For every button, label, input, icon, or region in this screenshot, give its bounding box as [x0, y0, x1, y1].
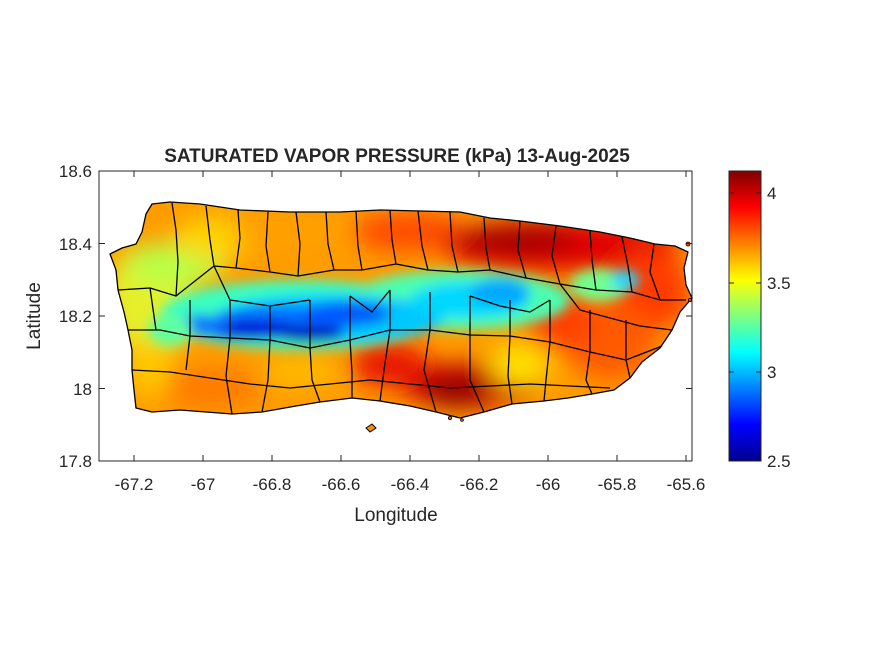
- x-tick-label: -65.8: [598, 475, 637, 494]
- x-axis-label: Longitude: [354, 505, 437, 526]
- x-tick-label: -67.2: [115, 475, 154, 494]
- x-tick-label: -67: [191, 475, 216, 494]
- colorbar-tick-label: 4: [767, 184, 776, 203]
- municipality-boundaries: [109, 201, 693, 419]
- colorbar: 4 3.5 3 2.5: [728, 170, 791, 471]
- map-title: SATURATED VAPOR PRESSURE (kPa) 13-Aug-20…: [164, 146, 630, 167]
- y-tick-label: 18.4: [59, 235, 92, 254]
- y-axis-label: Latitude: [24, 282, 45, 350]
- y-tick-label: 18.2: [59, 307, 92, 326]
- x-axis: [133, 171, 687, 461]
- x-tick-label: -66.8: [253, 475, 292, 494]
- x-tick-labels: -67.2 -67 -66.8 -66.6 -66.4 -66.2 -66 -6…: [115, 475, 706, 494]
- y-tick-label: 17.8: [59, 452, 92, 471]
- x-tick-label: -65.6: [667, 475, 706, 494]
- coastline: [109, 201, 693, 419]
- offshore-islets: [365, 241, 693, 433]
- x-tick-label: -66.6: [322, 475, 361, 494]
- x-tick-label: -66: [536, 475, 561, 494]
- colorbar-tick-label: 2.5: [767, 452, 791, 471]
- x-tick-label: -66.2: [460, 475, 499, 494]
- colorbar-tick-label: 3.5: [767, 274, 791, 293]
- y-axis: [99, 170, 692, 462]
- y-tick-labels: 18.6 18.4 18.2 18 17.8: [59, 162, 92, 471]
- colorbar-gradient: [728, 170, 762, 462]
- x-tick-label: -66.4: [391, 475, 430, 494]
- colorbar-tick-label: 3: [767, 363, 776, 382]
- y-tick-label: 18.6: [59, 162, 92, 181]
- y-tick-label: 18: [73, 380, 92, 399]
